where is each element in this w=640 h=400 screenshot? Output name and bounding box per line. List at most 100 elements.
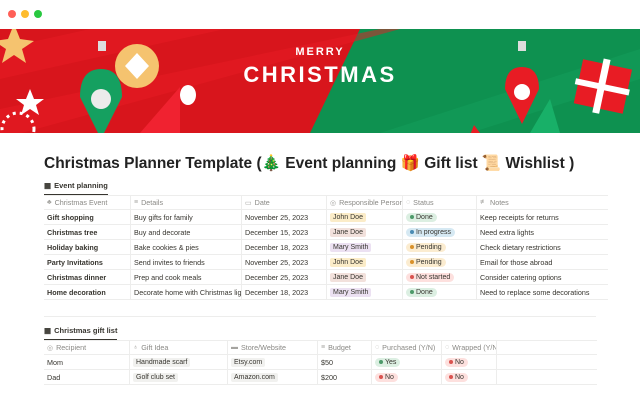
date-text: December 18, 2023	[245, 242, 309, 252]
cell-gift[interactable]: Handmade scarf	[130, 355, 228, 369]
cell-details[interactable]: Buy and decorate	[131, 225, 242, 239]
cell-date[interactable]: November 25, 2023	[242, 255, 327, 269]
column-header[interactable]: ▭ Date	[242, 196, 327, 209]
cell-notes[interactable]: Check dietary restrictions	[477, 240, 608, 254]
notes-text: Need extra lights	[480, 227, 534, 237]
column-header[interactable]: ◌ Status	[403, 196, 477, 209]
table-icon: ▦	[44, 181, 52, 190]
cell-gift[interactable]: Golf club set	[130, 370, 228, 384]
maximize-window-button[interactable]	[34, 10, 42, 18]
cell-purchased[interactable]: Yes	[372, 355, 442, 369]
cell-event[interactable]: Gift shopping	[44, 210, 131, 224]
column-header[interactable]: ≡ Details	[131, 196, 242, 209]
cell-notes[interactable]: Need to replace some decorations	[477, 285, 608, 299]
status-badge: Yes	[375, 357, 401, 367]
table-row[interactable]: Christmas dinner Prep and cook meals Decem…	[44, 270, 608, 285]
cell-notes[interactable]: Email for those abroad	[477, 255, 608, 269]
cell-event[interactable]: Christmas dinner	[44, 270, 131, 284]
person-tag: Mary Smith	[330, 287, 372, 297]
cell-person[interactable]: Jane Doe	[327, 225, 403, 239]
cell-event[interactable]: Party Invitations	[44, 255, 131, 269]
cell-details[interactable]: Buy gifts for family	[131, 210, 242, 224]
column-header[interactable]: ♁ Gift Idea	[130, 341, 228, 354]
cell-status[interactable]: Done	[403, 285, 477, 299]
cell-person[interactable]: Mary Smith	[327, 285, 403, 299]
cell-status[interactable]: In progress	[403, 225, 477, 239]
page-title: Christmas Planner Template (🎄 Event plan…	[44, 155, 575, 172]
store-tag: Amazon.com	[231, 372, 278, 382]
cell-event[interactable]: Home decoration	[44, 285, 131, 299]
cell-event[interactable]: Holiday baking	[44, 240, 131, 254]
cell-wrapped[interactable]: No	[442, 355, 497, 369]
store-tag: Etsy.com	[231, 357, 266, 367]
cell-date[interactable]: December 18, 2023	[242, 285, 327, 299]
column-header[interactable]: ♣ Christmas Event	[44, 196, 131, 209]
gift-tag: Golf club set	[133, 372, 178, 382]
cell-date[interactable]: November 25, 2023	[242, 210, 327, 224]
budget-text: $50	[321, 357, 333, 367]
column-header[interactable]: ◎ Recipient	[44, 341, 130, 354]
cell-notes[interactable]: Consider catering options	[477, 270, 608, 284]
empty-cell	[497, 370, 597, 384]
cell-person[interactable]: Mary Smith	[327, 240, 403, 254]
cell-purchased[interactable]: No	[372, 370, 442, 384]
table-row[interactable]: Dad Golf club set Amazon.com $200 No No	[44, 370, 597, 385]
cell-status[interactable]: Pending	[403, 240, 477, 254]
cell-budget[interactable]: $50	[318, 355, 372, 369]
cell-person[interactable]: Jane Doe	[327, 270, 403, 284]
cell-recipient[interactable]: Mom	[44, 355, 130, 369]
cell-details[interactable]: Send invites to friends	[131, 255, 242, 269]
tab-event-planning[interactable]: ▦ Event planning	[44, 181, 108, 195]
cell-budget[interactable]: $200	[318, 370, 372, 384]
christmas-decoration-art	[0, 29, 640, 133]
cell-person[interactable]: John Doe	[327, 210, 403, 224]
status-icon: ◌	[406, 199, 411, 206]
cell-notes[interactable]: Keep receipts for returns	[477, 210, 608, 224]
table-row[interactable]: Gift shopping Buy gifts for family Novembe…	[44, 210, 608, 225]
column-header[interactable]: ◌ Purchased (Y/N)	[372, 341, 442, 354]
tab-christmas-gift-list[interactable]: ▦ Christmas gift list	[44, 326, 118, 340]
cell-store[interactable]: Amazon.com	[228, 370, 318, 384]
minimize-window-button[interactable]	[21, 10, 29, 18]
close-window-button[interactable]	[8, 10, 16, 18]
empty-cell	[497, 355, 597, 369]
cell-status[interactable]: Pending	[403, 255, 477, 269]
empty-cell	[497, 341, 597, 354]
event-text: Party Invitations	[47, 257, 103, 267]
column-header[interactable]: ◌ Wrapped (Y/N)	[442, 341, 497, 354]
table-row[interactable]: Home decoration Decorate home with Christ…	[44, 285, 608, 300]
notes-text: Check dietary restrictions	[480, 242, 561, 252]
table-row[interactable]: Mom Handmade scarf Etsy.com $50 Yes No	[44, 355, 597, 370]
header-row: ◎ Recipient ♁ Gift Idea ▬ Store/Website ≡ Budge…	[44, 340, 597, 355]
details-text: Bake cookies & pies	[134, 242, 199, 252]
divider	[44, 316, 596, 317]
cell-date[interactable]: December 15, 2023	[242, 225, 327, 239]
cell-status[interactable]: Done	[403, 210, 477, 224]
table-row[interactable]: Holiday baking Bake cookies & pies Decembe…	[44, 240, 608, 255]
status-badge: Not started	[406, 272, 455, 282]
cell-person[interactable]: John Doe	[327, 255, 403, 269]
cell-date[interactable]: December 18, 2023	[242, 240, 327, 254]
person-tag: John Doe	[330, 212, 366, 222]
cell-notes[interactable]: Need extra lights	[477, 225, 608, 239]
table-row[interactable]: Christmas tree Buy and decorate December 1…	[44, 225, 608, 240]
column-header[interactable]: ≢ Notes	[480, 198, 509, 207]
cell-date[interactable]: December 25, 2023	[242, 270, 327, 284]
details-text: Buy gifts for family	[134, 212, 193, 222]
status-badge: Done	[406, 287, 437, 297]
cell-event[interactable]: Christmas tree	[44, 225, 131, 239]
cell-wrapped[interactable]: No	[442, 370, 497, 384]
column-header[interactable]: ≡ Budget	[318, 341, 372, 354]
tree-icon: ♣	[47, 199, 52, 206]
budget-text: $200	[321, 372, 337, 382]
table-row[interactable]: Party Invitations Send invites to friends…	[44, 255, 608, 270]
cell-details[interactable]: Bake cookies & pies	[131, 240, 242, 254]
cell-status[interactable]: Not started	[403, 270, 477, 284]
status-badge: Pending	[406, 242, 446, 252]
cell-details[interactable]: Prep and cook meals	[131, 270, 242, 284]
column-header[interactable]: ▬ Store/Website	[228, 341, 318, 354]
column-header[interactable]: ◎ Responsible Person	[327, 196, 403, 209]
cell-details[interactable]: Decorate home with Christmas lights	[131, 285, 242, 299]
cell-store[interactable]: Etsy.com	[228, 355, 318, 369]
cell-recipient[interactable]: Dad	[44, 370, 130, 384]
